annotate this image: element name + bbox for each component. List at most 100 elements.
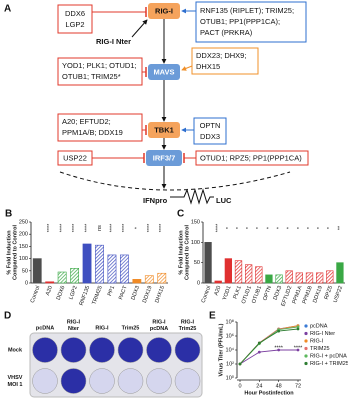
bar <box>132 279 142 284</box>
significance: * <box>246 226 252 229</box>
column-label: Trim25 <box>179 326 197 332</box>
regulator: DDX23; DHX9; <box>196 51 246 60</box>
regulator-box <box>195 1 307 43</box>
panel-c: C % Fold Induction Compared to Control 0 50 1… <box>177 209 345 307</box>
bar <box>144 275 154 284</box>
point <box>277 329 281 333</box>
well <box>146 337 172 363</box>
bar <box>336 262 344 284</box>
x-tick-label: OTUB1 <box>251 285 263 304</box>
bar <box>204 242 212 284</box>
well <box>117 337 144 363</box>
column-label: RIG-I <box>95 325 109 331</box>
node <box>146 150 182 166</box>
x-tick-label: 48 <box>276 383 282 389</box>
x-tick-label: PP1 <box>107 285 116 297</box>
well <box>32 337 58 363</box>
legend-marker <box>304 331 308 336</box>
well <box>174 368 201 394</box>
significance: **** <box>109 223 115 232</box>
y-tick-label: 0 <box>197 280 200 286</box>
significance: **** <box>84 223 90 232</box>
regulator: OTUB1; TRIM25* <box>62 72 121 81</box>
significance: * <box>236 226 242 229</box>
y-tick-label: 250 <box>19 219 28 225</box>
significance: **** <box>147 223 153 232</box>
column-label: RIG-I <box>67 319 81 325</box>
point <box>277 348 281 352</box>
row-label: MOI 1 <box>8 382 23 388</box>
bar <box>295 272 304 284</box>
x-tick-label: A20 <box>45 285 54 296</box>
bar <box>275 274 283 284</box>
significance: * <box>327 226 333 229</box>
x-tick-label: DDX6 <box>56 285 67 301</box>
significance: * <box>277 226 283 229</box>
significance: * <box>307 226 313 229</box>
y-tick-label: 0 <box>25 280 28 286</box>
regulator: PACT (PRKRA) <box>200 28 253 37</box>
y-tick-label: 200 <box>19 232 28 238</box>
y-tick-label: 10⁰ <box>226 374 235 381</box>
row-label: Mock <box>8 347 23 353</box>
x-tick-label: TRIM25 <box>91 285 103 305</box>
panel-letter: E <box>209 311 216 322</box>
x-tick-label: DDX19 <box>142 285 154 304</box>
node-label: MAVS <box>153 67 174 76</box>
column-label: Trim25 <box>122 325 140 331</box>
significance: * <box>297 226 303 229</box>
y-tick-label: 50 <box>22 268 28 274</box>
rig-i-nter: RIG-I Nter <box>96 37 131 46</box>
x-tick-label: Control <box>201 285 213 304</box>
promoter: IFNpro <box>143 196 168 205</box>
y-axis-label: Compared to Control <box>184 225 190 280</box>
legend-label: RIG-I <box>310 338 324 344</box>
y-tick-label: 150 <box>191 219 200 225</box>
significance: * <box>134 226 140 229</box>
x-tick-label: A20 <box>213 285 222 296</box>
column-label: RIG-I <box>152 319 166 325</box>
significance: **** <box>72 223 78 232</box>
column-label: RIG-I <box>181 319 195 325</box>
legend-marker <box>304 346 308 351</box>
regulator: DDX6 <box>65 9 85 18</box>
y-axis-label: % Fold Induction <box>178 230 184 275</box>
dna <box>59 171 291 191</box>
point <box>296 348 300 352</box>
regulator: DDX3 <box>200 132 220 141</box>
x-tick-label: DDX3 <box>273 285 284 301</box>
activation <box>181 65 193 71</box>
bar <box>82 243 92 284</box>
y-tick-label: 10⁶ <box>226 332 234 339</box>
x-tick-label: YOD1 <box>222 285 233 301</box>
bar <box>214 280 222 284</box>
reporter: LUC <box>216 196 232 205</box>
node-label: IRF3/7 <box>153 153 176 162</box>
well <box>32 368 58 394</box>
bar <box>57 271 67 284</box>
regulator: RNF135 (RIPLET); TRIM25; <box>200 6 294 15</box>
point <box>257 350 261 354</box>
regulator-box <box>57 4 93 34</box>
bar <box>70 268 80 284</box>
regulator-box <box>57 57 143 86</box>
node <box>148 64 180 80</box>
node <box>148 122 180 138</box>
bar <box>32 258 42 284</box>
bar <box>45 281 55 284</box>
bar <box>255 266 263 284</box>
well <box>146 368 172 394</box>
regulator: OPTN <box>200 121 221 130</box>
y-tick-label: 150 <box>19 244 28 250</box>
legend-label: RIG-I + TRIM25 <box>310 361 348 367</box>
regulator-box <box>57 113 143 142</box>
series-line <box>239 349 298 365</box>
bar <box>95 244 104 284</box>
point <box>296 325 300 329</box>
x-tick-label: PACT <box>118 285 129 301</box>
significance: **** <box>47 223 53 232</box>
significance: * <box>266 226 272 229</box>
legend-marker <box>304 339 308 343</box>
